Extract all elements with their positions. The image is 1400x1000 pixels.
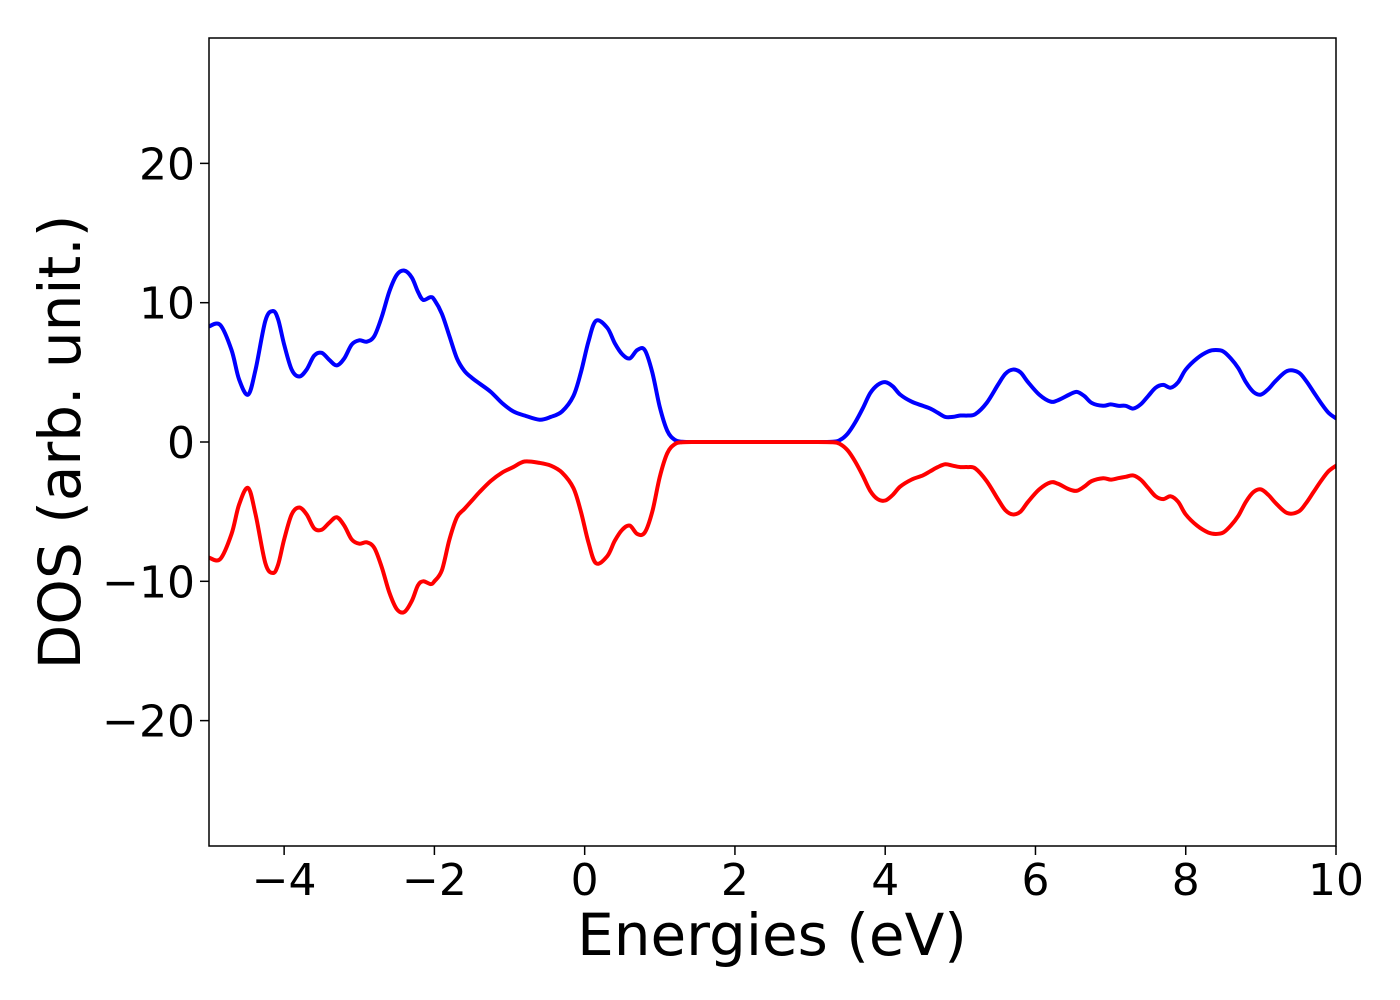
y-tick-label: 0: [167, 418, 195, 469]
dos-series-red-line: [209, 439, 1336, 615]
y-tick-label: −20: [102, 697, 195, 748]
y-axis-title: DOS (arb. unit.): [26, 215, 94, 670]
x-tick-label: −4: [252, 855, 317, 906]
x-tick-label: 0: [571, 855, 599, 906]
series-layer: [209, 268, 1336, 615]
x-tick-label: 6: [1021, 855, 1049, 906]
y-tick-label: 20: [139, 139, 195, 190]
x-tick-label: −2: [402, 855, 467, 906]
y-tick-label: −10: [102, 557, 195, 608]
x-tick-label: 4: [871, 855, 899, 906]
x-tick-label: 8: [1172, 855, 1200, 906]
x-tick-label: 10: [1308, 855, 1364, 906]
x-tick-label: 2: [721, 855, 749, 906]
dos-series-blue-line: [209, 268, 1336, 445]
y-tick-label: 10: [139, 279, 195, 330]
x-axis-title: Energies (eV): [577, 901, 967, 969]
